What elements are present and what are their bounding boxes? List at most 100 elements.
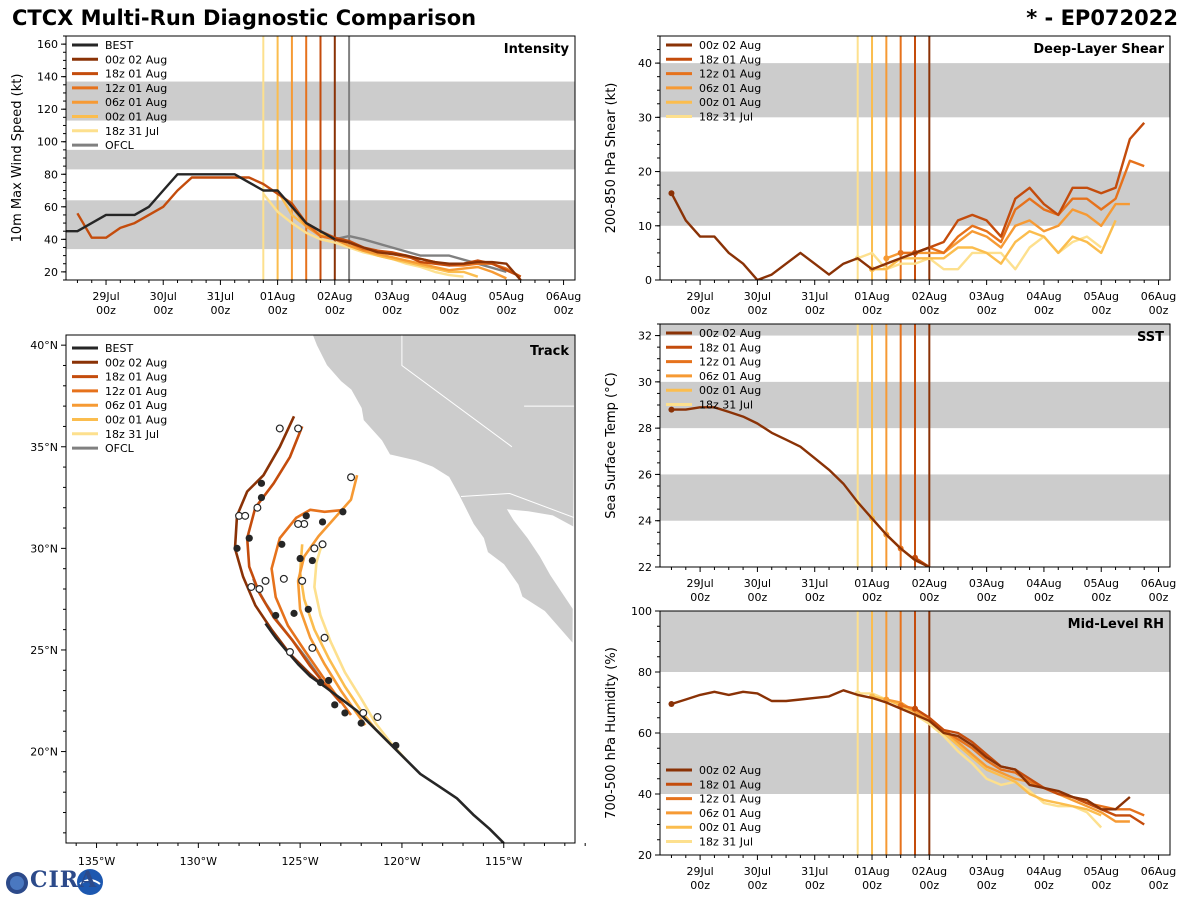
intensity-ytick-label: 60 <box>44 201 58 214</box>
rh-ylabel: 700-500 hPa Humidity (%) <box>604 647 619 819</box>
track-line <box>264 622 505 843</box>
track-ytick-label: 40°N <box>30 339 58 352</box>
track-legend-label: 18z 01 Aug <box>105 371 167 384</box>
intensity-ytick-label: 20 <box>44 266 58 279</box>
cira-logo <box>6 869 103 895</box>
rh-legend-label: 18z 31 Jul <box>699 836 753 849</box>
intensity-legend-label: 00z 01 Aug <box>105 111 167 124</box>
track-position-marker <box>325 676 333 685</box>
rh-legend-label: 00z 02 Aug <box>699 764 761 777</box>
logo-text: CIRA <box>30 867 98 893</box>
shear-xtick-label-date: 04Aug <box>1026 290 1061 303</box>
rh-legend-label: 00z 01 Aug <box>699 821 761 834</box>
track-xtick-label: 130°W <box>180 855 217 868</box>
shear-ytick-label: 20 <box>638 166 652 179</box>
intensity-legend-label: 06z 01 Aug <box>105 96 167 109</box>
track-position-marker <box>331 701 339 709</box>
sst-xtick-label-hour: 00z <box>1034 591 1054 604</box>
track-xtick-label: 135°W <box>78 855 115 868</box>
sst-xtick-label-hour: 00z <box>805 591 825 604</box>
track-position-marker <box>392 741 400 750</box>
intensity-xtick-label-hour: 00z <box>382 304 402 317</box>
track-position-marker-open <box>241 511 250 520</box>
rh-ytick-label: 60 <box>638 727 652 740</box>
shear-xtick-label-hour: 00z <box>1091 304 1111 317</box>
track-position-marker <box>272 611 280 620</box>
track-position-marker-open <box>275 424 284 433</box>
sst-legend-label: 06z 01 Aug <box>699 370 761 383</box>
shear-legend-label: 12z 01 Aug <box>699 68 761 81</box>
shear-legend-label: 00z 01 Aug <box>699 96 761 109</box>
track-position-marker <box>308 556 316 565</box>
rh-ytick-label: 100 <box>631 605 652 618</box>
sst-xtick-label-hour: 00z <box>977 591 997 604</box>
shear-xtick-label-date: 01Aug <box>854 290 889 303</box>
track-position-marker <box>304 605 312 613</box>
intensity-xtick-label-hour: 00z <box>268 304 288 317</box>
intensity-legend-label: 12z 01 Aug <box>105 82 167 95</box>
seal-wave-icon <box>79 879 101 885</box>
sst-xtick-label-date: 30Jul <box>744 577 771 590</box>
shear-series-start-marker <box>883 255 890 262</box>
track-position-marker-open <box>347 473 356 482</box>
intensity-xtick-label-hour: 00z <box>439 304 459 317</box>
rh-xtick-label-hour: 00z <box>1034 879 1054 892</box>
rh-series-group <box>668 689 1145 829</box>
shear-xtick-label-hour: 00z <box>1034 304 1054 317</box>
shear-xtick-label-hour: 00z <box>748 304 768 317</box>
track-legend-label: 06z 01 Aug <box>105 399 167 412</box>
intensity-series-line <box>262 193 464 278</box>
shear-series-start-marker <box>897 249 904 256</box>
intensity-xtick-label-date: 29Jul <box>92 290 119 303</box>
track-map-group <box>66 335 575 843</box>
sst-series-line <box>671 406 930 567</box>
intensity-ytick-label: 120 <box>37 103 58 116</box>
sst-xtick-label-date: 04Aug <box>1026 577 1061 590</box>
sst-ytick-label: 28 <box>638 422 652 435</box>
sst-panel-title: SST <box>1137 330 1164 345</box>
shear-xtick-label-date: 29Jul <box>686 290 713 303</box>
shear-series-line <box>900 159 1145 255</box>
track-ytick-label: 30°N <box>30 542 58 555</box>
track-position-marker <box>357 719 365 727</box>
globe-inner-icon <box>10 876 24 890</box>
sst-panel: 22242628303229Jul00z30Jul00z31Jul00z01Au… <box>604 323 1176 604</box>
rh-panel-title: Mid-Level RH <box>1068 617 1164 632</box>
sst-series-start-marker <box>668 406 675 413</box>
track-position-marker <box>318 518 327 526</box>
track-legend-label: 18z 31 Jul <box>105 428 159 441</box>
shear-ytick-label: 40 <box>638 57 652 70</box>
rh-xtick-label-hour: 00z <box>862 879 882 892</box>
rh-xtick-label-hour: 00z <box>805 879 825 892</box>
intensity-series-line <box>334 238 522 280</box>
rh-legend-label: 06z 01 Aug <box>699 807 761 820</box>
shear-legend-label: 06z 01 Aug <box>699 82 761 95</box>
track-position-marker-open <box>261 576 270 585</box>
sst-xtick-label-date: 29Jul <box>686 577 713 590</box>
track-ytick-label: 25°N <box>30 644 58 657</box>
rh-xtick-label-date: 06Aug <box>1141 865 1176 878</box>
sst-legend-label: 18z 01 Aug <box>699 341 761 354</box>
intensity-xtick-label-date: 05Aug <box>489 290 524 303</box>
intensity-xtick-label-date: 02Aug <box>317 290 352 303</box>
track-position-marker <box>302 512 310 520</box>
track-position-marker <box>257 493 266 502</box>
shear-xtick-label-hour: 00z <box>862 304 882 317</box>
rh-series-start-marker <box>668 701 675 708</box>
intensity-xtick-label-date: 06Aug <box>546 290 581 303</box>
rh-xtick-label-date: 03Aug <box>969 865 1004 878</box>
sst-xtick-label-date: 03Aug <box>969 577 1004 590</box>
state-border <box>401 335 513 448</box>
track-position-marker <box>257 479 266 487</box>
sst-xtick-label-hour: 00z <box>1091 591 1111 604</box>
track-position-marker-open <box>318 540 327 549</box>
intensity-xtick-label-hour: 00z <box>554 304 574 317</box>
track-line <box>245 425 342 704</box>
rh-ytick-label: 40 <box>638 788 652 801</box>
land-mass <box>311 335 575 646</box>
shear-xtick-label-date: 03Aug <box>969 290 1004 303</box>
sst-legend-label: 00z 01 Aug <box>699 384 761 397</box>
sst-ytick-label: 30 <box>638 376 652 389</box>
track-legend-label: BEST <box>105 342 133 355</box>
